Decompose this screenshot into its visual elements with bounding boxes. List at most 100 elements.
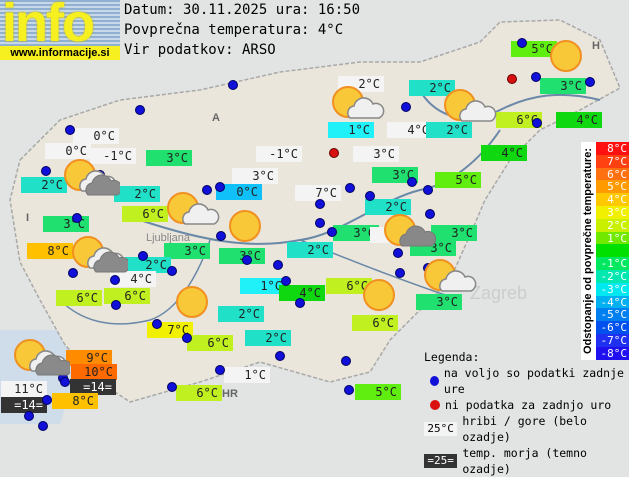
station-dot[interactable] xyxy=(327,227,337,237)
station-temperature-label[interactable]: 6°C xyxy=(187,335,233,351)
station-dot[interactable] xyxy=(365,191,375,201)
station-temperature-label[interactable]: 4°C xyxy=(556,112,602,128)
station-temperature-label[interactable]: =14= xyxy=(1,397,47,413)
station-temperature-label[interactable]: 1°C xyxy=(328,122,374,138)
station-temperature-label[interactable]: 2°C xyxy=(125,257,171,273)
station-temperature-label[interactable]: 3°C xyxy=(333,225,379,241)
station-dot[interactable] xyxy=(295,298,305,308)
station-dot[interactable] xyxy=(585,77,595,87)
station-temperature-label[interactable]: =14= xyxy=(70,379,116,395)
station-temperature-label[interactable]: 4°C xyxy=(279,285,325,301)
station-dot[interactable] xyxy=(68,268,78,278)
station-temperature-label[interactable]: 3°C xyxy=(232,168,278,184)
station-temperature-label[interactable]: 3°C xyxy=(43,216,89,232)
station-temperature-label[interactable]: 3°C xyxy=(431,225,477,241)
station-temperature-label[interactable]: 11°C xyxy=(1,381,47,397)
station-dot[interactable] xyxy=(111,300,121,310)
colorbar-step: 3°C xyxy=(596,205,629,219)
station-temperature-label[interactable]: 3°C xyxy=(540,78,586,94)
station-dot[interactable] xyxy=(517,38,527,48)
station-dot[interactable] xyxy=(110,275,120,285)
station-dot[interactable] xyxy=(167,266,177,276)
station-dot[interactable] xyxy=(138,251,148,261)
station-dot[interactable] xyxy=(345,183,355,193)
station-temperature-label[interactable]: 0°C xyxy=(45,143,91,159)
station-temperature-label[interactable]: 4°C xyxy=(387,122,433,138)
logo-url[interactable]: www.informacije.si xyxy=(0,46,120,60)
station-dot[interactable] xyxy=(65,125,75,135)
station-dot[interactable] xyxy=(341,356,351,366)
legend-sea: temp. morja (temno ozadje) xyxy=(462,446,587,476)
station-temperature-label[interactable]: -1°C xyxy=(256,146,302,162)
station-temperature-label[interactable]: 6°C xyxy=(56,290,102,306)
station-dot[interactable] xyxy=(242,255,252,265)
station-temperature-label[interactable]: 1°C xyxy=(224,367,270,383)
station-dot[interactable] xyxy=(60,377,70,387)
station-temperature-label[interactable]: 7°C xyxy=(295,185,341,201)
station-temperature-label[interactable]: 5°C xyxy=(355,384,401,400)
station-dot[interactable] xyxy=(228,80,238,90)
station-dot[interactable] xyxy=(273,260,283,270)
station-temperature-label[interactable]: 2°C xyxy=(218,306,264,322)
station-dot[interactable] xyxy=(401,102,411,112)
station-temperature-label[interactable]: 3°C xyxy=(353,146,399,162)
station-dot[interactable] xyxy=(281,276,291,286)
station-dot[interactable] xyxy=(216,231,226,241)
station-temperature-label[interactable]: 2°C xyxy=(21,177,67,193)
station-temperature-label[interactable]: 0°C xyxy=(216,184,262,200)
station-temperature-label[interactable]: 9°C xyxy=(66,350,112,366)
station-temperature-label[interactable]: 4°C xyxy=(481,145,527,161)
station-dot[interactable] xyxy=(395,268,405,278)
station-temperature-label[interactable]: 1°C xyxy=(240,278,286,294)
station-dot[interactable] xyxy=(152,319,162,329)
station-temperature-label[interactable]: 2°C xyxy=(426,122,472,138)
station-dot[interactable] xyxy=(38,421,48,431)
station-dot[interactable] xyxy=(407,177,417,187)
station-temperature-label[interactable]: 4°C xyxy=(110,271,156,287)
station-temperature-label[interactable]: 6°C xyxy=(352,315,398,331)
station-temperature-label[interactable]: 10°C xyxy=(71,364,117,380)
station-dot[interactable] xyxy=(41,166,51,176)
station-temperature-label[interactable]: 0°C xyxy=(73,128,119,144)
station-temperature-label[interactable]: 3°C xyxy=(146,150,192,166)
station-temperature-label[interactable]: 5°C xyxy=(435,172,481,188)
colorbar-step: -7°C xyxy=(596,333,629,347)
station-dot[interactable] xyxy=(425,209,435,219)
no-data-dot[interactable] xyxy=(507,74,517,84)
station-dot[interactable] xyxy=(72,213,82,223)
station-temperature-label[interactable]: 2°C xyxy=(287,242,333,258)
station-temperature-label[interactable]: 2°C xyxy=(245,330,291,346)
station-dot[interactable] xyxy=(42,395,52,405)
station-temperature-label[interactable]: 2°C xyxy=(114,186,160,202)
station-dot[interactable] xyxy=(167,382,177,392)
station-temperature-label[interactable]: 3°C xyxy=(416,294,462,310)
station-temperature-label[interactable]: 8°C xyxy=(27,243,73,259)
station-dot[interactable] xyxy=(135,105,145,115)
station-temperature-label[interactable]: 6°C xyxy=(176,385,222,401)
station-temperature-label[interactable]: 6°C xyxy=(122,206,168,222)
station-temperature-label[interactable]: 8°C xyxy=(52,393,98,409)
station-dot[interactable] xyxy=(275,351,285,361)
station-dot[interactable] xyxy=(215,365,225,375)
station-dot[interactable] xyxy=(24,411,34,421)
station-dot[interactable] xyxy=(393,248,403,258)
station-dot[interactable] xyxy=(344,385,354,395)
colorbar-step: -4°C xyxy=(596,295,629,308)
station-temperature-label[interactable]: 2°C xyxy=(365,199,411,215)
info-logo[interactable]: info www.informacije.si xyxy=(0,0,120,60)
station-dot[interactable] xyxy=(315,199,325,209)
station-dot[interactable] xyxy=(202,185,212,195)
colorbar-step: 1°C xyxy=(596,231,629,244)
station-dot[interactable] xyxy=(423,185,433,195)
label-italy: I xyxy=(26,212,30,224)
station-temperature-label[interactable]: 2°C xyxy=(409,80,455,96)
no-data-dot[interactable] xyxy=(329,148,339,158)
station-temperature-label[interactable]: 3°C xyxy=(164,243,210,259)
station-dot[interactable] xyxy=(215,182,225,192)
station-temperature-label[interactable]: 6°C xyxy=(326,278,372,294)
station-dot[interactable] xyxy=(315,218,325,228)
station-dot[interactable] xyxy=(531,72,541,82)
station-temperature-label[interactable]: -1°C xyxy=(90,148,136,164)
station-dot[interactable] xyxy=(182,333,192,343)
station-dot[interactable] xyxy=(532,118,542,128)
